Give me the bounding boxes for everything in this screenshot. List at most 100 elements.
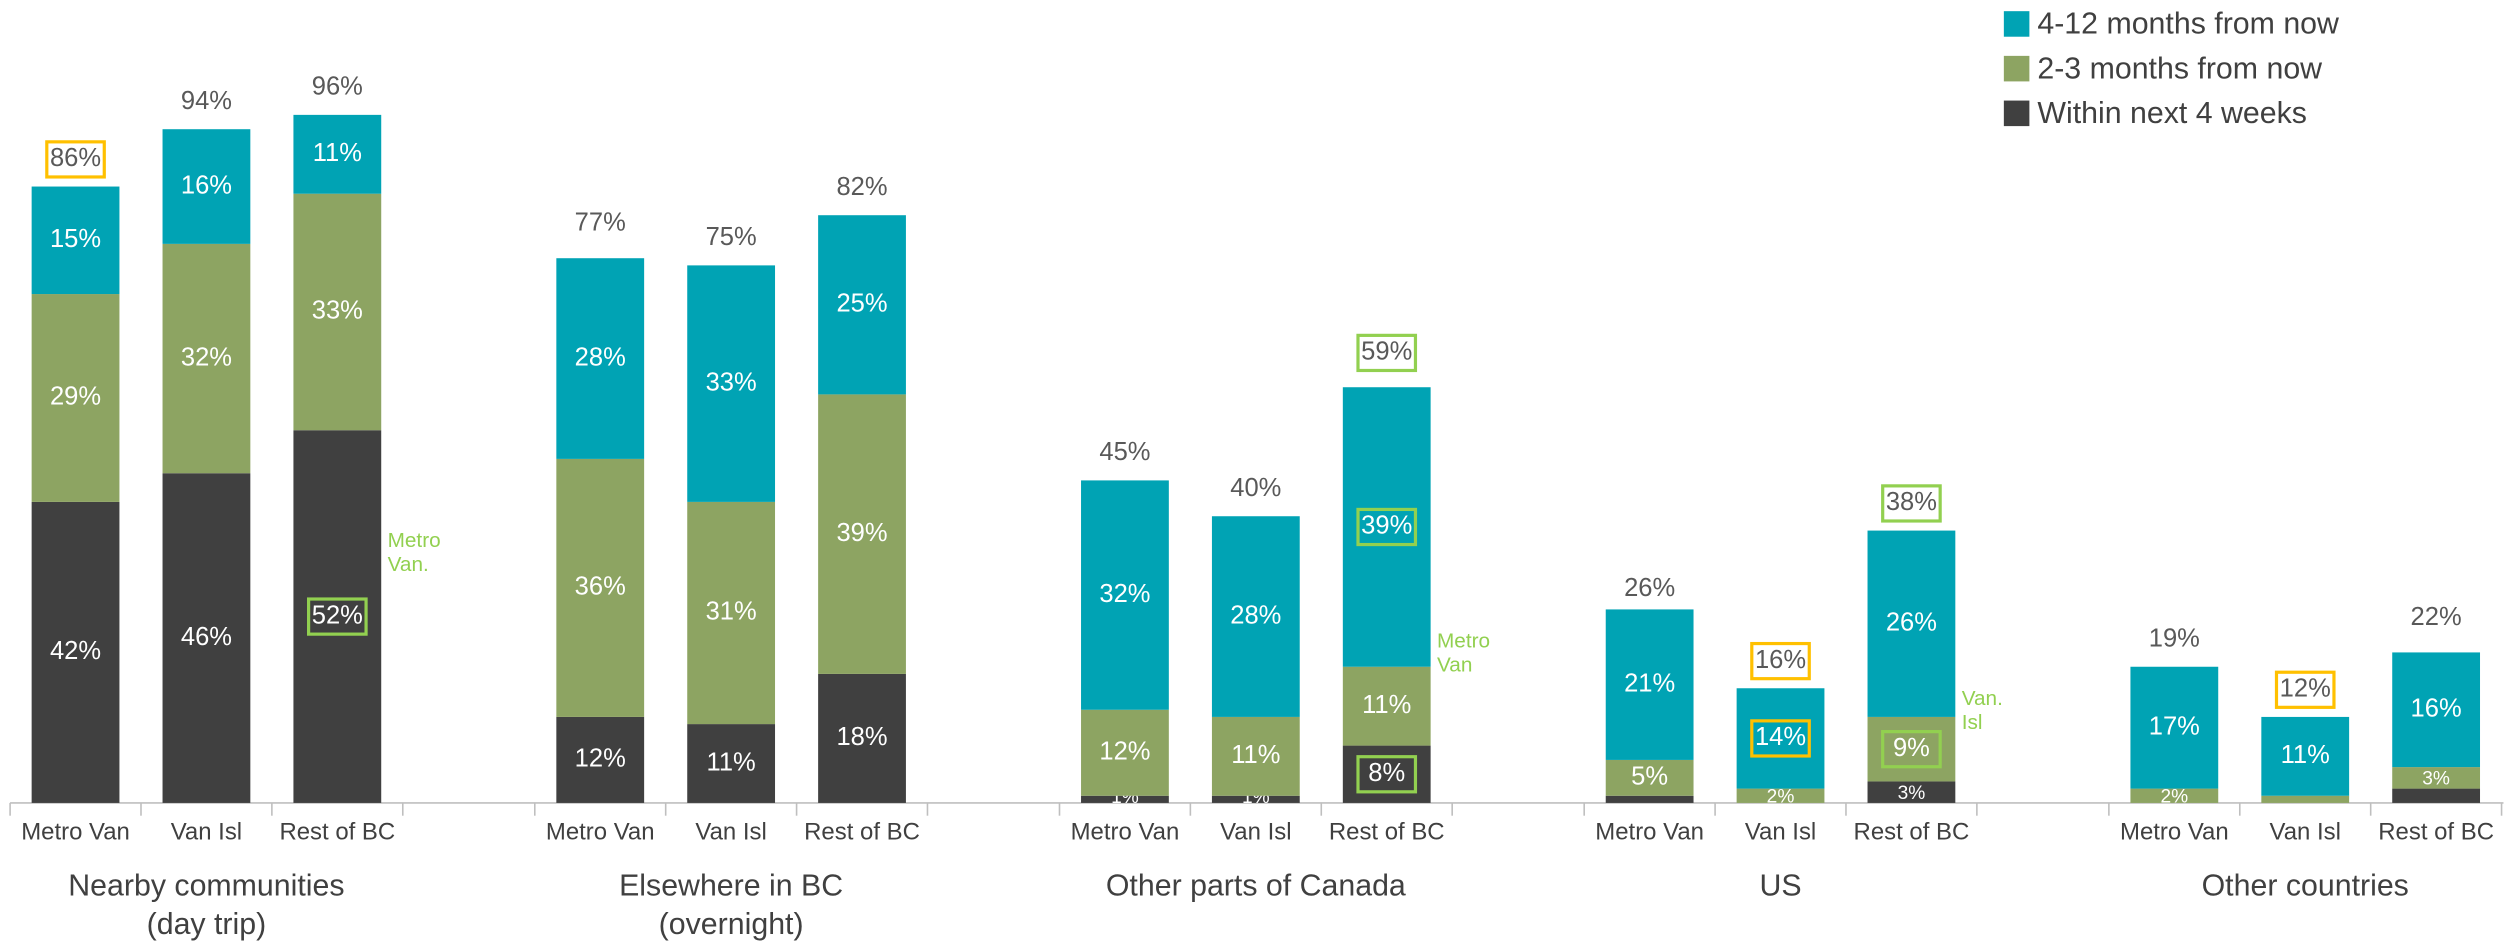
total-label: 26% (1624, 574, 1675, 602)
bar-segment (1605, 609, 1694, 760)
group-label: Other parts of Canada (1106, 870, 1406, 903)
category-label: Metro Van (1071, 819, 1180, 846)
data-label: 15% (50, 225, 101, 253)
bar-segment (1867, 781, 1956, 803)
bar-segment (2392, 788, 2481, 803)
bar-segment (2392, 652, 2481, 768)
total-label: 19% (2149, 624, 2200, 652)
total-label: 96% (312, 72, 363, 100)
legend-swatch (2003, 11, 2030, 37)
bar-segment (31, 186, 120, 295)
bar-segment (1736, 788, 1825, 803)
annotation: Metro (1437, 630, 1490, 653)
category-label: Van Isl (2270, 819, 2341, 846)
highlight-box (1356, 333, 1418, 373)
total-label: 40% (1230, 474, 1281, 502)
annotation: Van (1437, 654, 1472, 677)
data-label: 33% (312, 297, 363, 325)
total-label: 22% (2411, 603, 2462, 631)
bar-segment (1211, 516, 1300, 717)
group-label: US (1759, 870, 1801, 903)
data-label: 32% (1099, 580, 1150, 608)
category-label: Metro Van (1595, 819, 1704, 846)
category-label: Metro Van (2120, 819, 2229, 846)
data-label: 39% (836, 519, 887, 547)
highlight-box (45, 140, 106, 179)
bar-segment (818, 394, 906, 674)
bar-segment (818, 673, 906, 803)
category-label: Van Isl (1220, 819, 1291, 846)
total-label: 16% (1755, 646, 1806, 674)
category-label: Van Isl (1745, 819, 1816, 846)
data-label: 17% (2149, 712, 2200, 740)
data-label: 16% (2411, 695, 2462, 723)
highlight-box (1750, 719, 1811, 758)
bar-segment (1081, 709, 1169, 796)
bar-segment (293, 193, 382, 431)
bar-segment (162, 473, 251, 803)
legend-swatch (2003, 100, 2030, 127)
bar-segment (1867, 530, 1956, 717)
bar-segment (556, 258, 645, 459)
data-label: 9% (1893, 734, 1930, 762)
legend-swatch (2003, 55, 2030, 82)
bar-segment (2392, 767, 2481, 789)
data-label: 16% (181, 171, 232, 199)
group-label: (day trip) (147, 908, 267, 941)
total-label: 45% (1099, 438, 1150, 466)
total-label: 59% (1361, 338, 1412, 366)
category-label: Rest of BC (2378, 819, 2494, 846)
total-label: 77% (575, 209, 626, 237)
bar-segment (1342, 666, 1431, 746)
highlight-box (2274, 670, 2336, 709)
highlight-box (1881, 730, 1942, 769)
data-label: 33% (706, 368, 757, 396)
data-label: 14% (1755, 723, 1806, 751)
group-label: Elsewhere in BC (619, 870, 843, 903)
bar-segment (2130, 666, 2219, 789)
total-label: 75% (706, 223, 757, 251)
bar-segment (2261, 795, 2350, 803)
data-label: 28% (1230, 601, 1281, 629)
total-label: 12% (2280, 675, 2331, 703)
data-label: 39% (1361, 512, 1412, 540)
bar-segment (1211, 716, 1300, 796)
highlight-box (1881, 484, 1942, 523)
bar-segment (1605, 759, 1694, 796)
category-label: Rest of BC (279, 819, 395, 846)
data-label: 52% (312, 601, 363, 629)
bar-segment (1211, 795, 1300, 803)
annotation: Isl (1962, 711, 1983, 734)
data-label: 12% (1099, 738, 1150, 766)
total-label: 86% (50, 144, 101, 172)
data-label: 42% (50, 637, 101, 665)
data-label: 2% (2160, 786, 2188, 807)
legend-label: Within next 4 weeks (2037, 97, 2307, 130)
bar-segment (687, 501, 776, 725)
bar-segment (1605, 795, 1694, 803)
highlight-box (1750, 641, 1811, 681)
data-label: 11% (707, 748, 756, 776)
bar-segment (162, 243, 251, 474)
data-label: 12% (575, 745, 626, 773)
data-label: 3% (2422, 769, 2450, 790)
data-label: 26% (1886, 608, 1937, 636)
highlight-box (1356, 507, 1418, 547)
data-label: 29% (50, 383, 101, 411)
data-label: 36% (575, 573, 626, 601)
legend-label: 4-12 months from now (2037, 8, 2339, 41)
bar-segment (1081, 480, 1169, 710)
bar-segment (556, 458, 645, 717)
bar-segment (162, 129, 251, 244)
highlight-box (1356, 755, 1418, 794)
bar-segment (31, 501, 120, 803)
data-label: 25% (836, 290, 887, 318)
category-label: Rest of BC (804, 819, 920, 846)
group-label: Nearby communities (68, 870, 344, 903)
data-label: 8% (1368, 759, 1405, 787)
data-label: 46% (181, 623, 232, 651)
bar-segment (818, 215, 906, 395)
data-label: 2% (1767, 786, 1795, 807)
